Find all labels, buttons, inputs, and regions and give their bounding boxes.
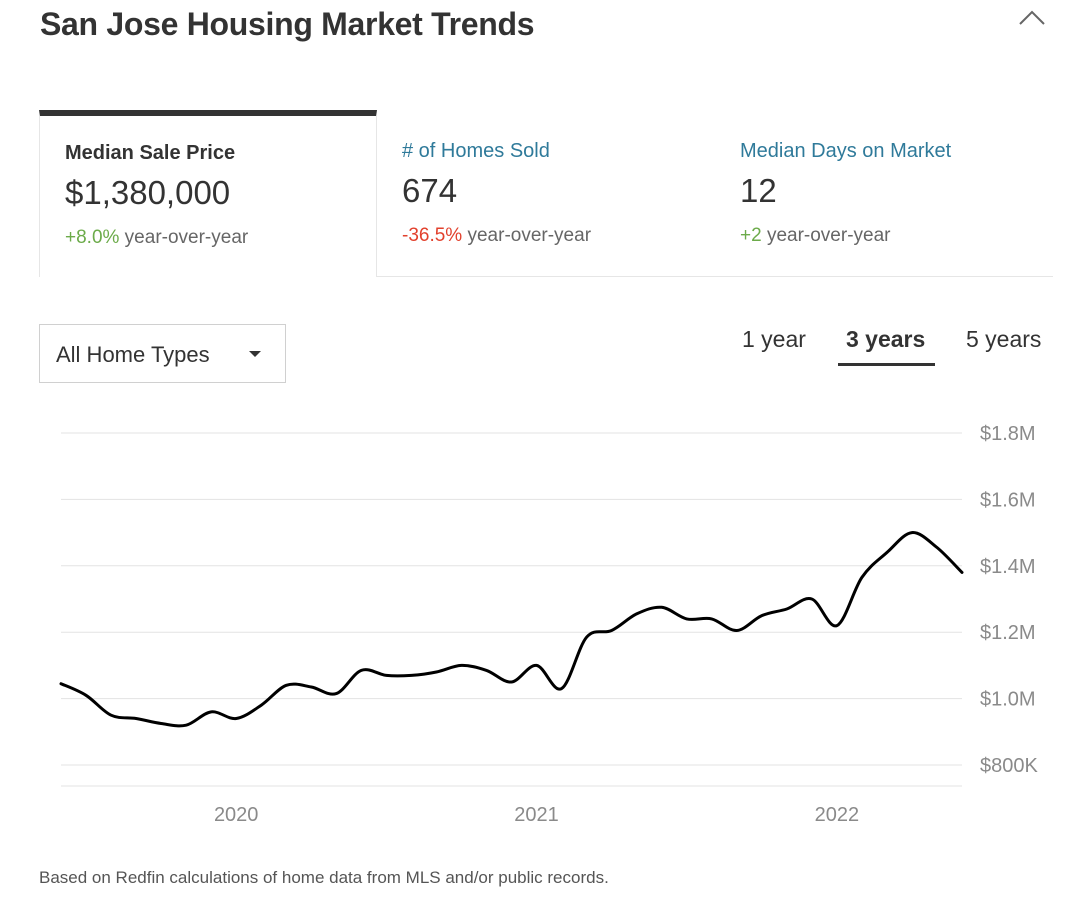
tab-label: Median Days on Market <box>740 140 952 162</box>
price-series-line <box>59 531 964 728</box>
y-tick-label: $1.0M <box>980 689 1036 711</box>
metric-tabs: Median Sale Price $1,380,000 +8.0% year-… <box>39 110 1053 277</box>
range-3-years[interactable]: 3 years <box>846 326 926 352</box>
dropdown-selected-value: All Home Types <box>56 342 210 367</box>
tab-change-text: +2 year-over-year <box>740 225 891 247</box>
tab-change-text: -36.5% year-over-year <box>402 225 591 247</box>
collapse-button[interactable] <box>1014 6 1050 30</box>
y-tick-label: $1.8M <box>980 423 1036 445</box>
change-value: -36.5% <box>402 225 463 246</box>
tab-label: Median Sale Price <box>65 142 236 164</box>
tab-label: # of Homes Sold <box>402 140 550 162</box>
tab-value: 12 <box>740 172 777 209</box>
footnote: Based on Redfin calculations of home dat… <box>39 868 609 887</box>
change-value: +8.0% <box>65 227 120 248</box>
y-tick-label: $800K <box>980 755 1038 777</box>
change-suffix: year-over-year <box>462 225 592 246</box>
change-suffix: year-over-year <box>761 225 891 246</box>
range-5-years[interactable]: 5 years <box>966 326 1042 352</box>
y-tick-label: $1.2M <box>980 622 1036 644</box>
median-sale-price-chart: $800K $1.0M $1.2M $1.4M $1.6M $1.8M 2020 2021 20… <box>59 423 1038 826</box>
home-type-dropdown[interactable]: All Home Types <box>39 324 286 383</box>
page-title: San Jose Housing Market Trends <box>40 6 535 42</box>
tab-value: $1,380,000 <box>65 174 231 211</box>
tab-change-text: +8.0% year-over-year <box>65 227 248 249</box>
tab-median-days-on-market[interactable]: Median Days on Market 12 +2 year-over-ye… <box>715 110 1053 277</box>
active-range-underline <box>838 363 935 366</box>
change-value: +2 <box>740 225 762 246</box>
chevron-up-icon <box>1019 10 1045 25</box>
range-1-year[interactable]: 1 year <box>742 326 806 352</box>
tab-value: 674 <box>402 172 458 209</box>
x-tick-label: 2020 <box>214 804 259 826</box>
y-tick-label: $1.6M <box>980 489 1036 511</box>
x-tick-label: 2022 <box>815 804 860 826</box>
caret-down-icon <box>249 351 261 357</box>
tab-median-sale-price[interactable]: Median Sale Price $1,380,000 +8.0% year-… <box>39 110 377 277</box>
change-suffix: year-over-year <box>119 227 249 248</box>
x-tick-label: 2021 <box>514 804 559 826</box>
y-tick-label: $1.4M <box>980 556 1036 578</box>
tab-homes-sold[interactable]: # of Homes Sold 674 -36.5% year-over-yea… <box>377 110 715 277</box>
